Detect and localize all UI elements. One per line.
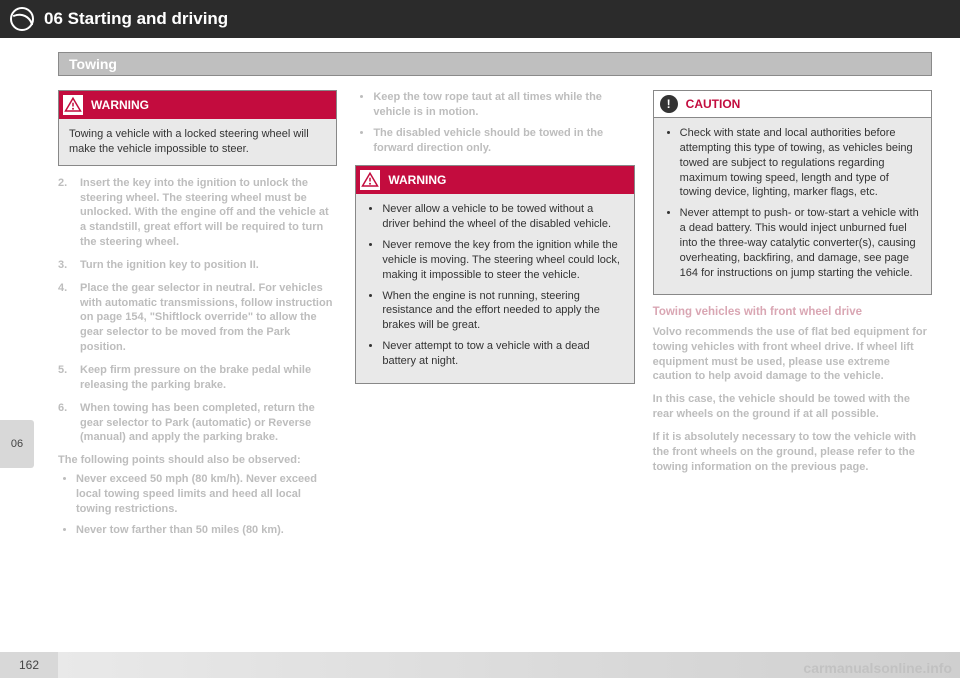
warning-label: WARNING — [388, 172, 446, 188]
page-number: 162 — [0, 652, 58, 678]
warning-box-1: WARNING Towing a vehicle with a locked s… — [58, 90, 337, 166]
list-item: The disabled vehicle should be towed in … — [373, 126, 634, 156]
numbered-steps: 2.Insert the key into the ignition to un… — [58, 176, 337, 446]
warning-label: WARNING — [91, 97, 149, 113]
chapter-header: 06 Starting and driving — [0, 0, 960, 38]
brand-logo-icon — [10, 7, 34, 31]
caution-box: ! CAUTION Check with state and local aut… — [653, 90, 932, 295]
side-tab: 06 — [0, 420, 34, 468]
warning-bar: WARNING — [59, 91, 336, 119]
list-item: Never attempt to push- or tow-start a ve… — [680, 206, 921, 280]
column-1: WARNING Towing a vehicle with a locked s… — [58, 90, 337, 543]
step-item: 4.Place the gear selector in neutral. Fo… — [58, 281, 337, 355]
caution-circle-icon: ! — [660, 95, 678, 113]
warning-box-2: WARNING Never allow a vehicle to be towe… — [355, 165, 634, 383]
top-bullets: Keep the tow rope taut at all times whil… — [355, 90, 634, 155]
warning-body: Never allow a vehicle to be towed withou… — [356, 194, 633, 382]
content-columns: WARNING Towing a vehicle with a locked s… — [0, 76, 960, 543]
warning-triangle-icon — [63, 95, 83, 115]
list-item: Never exceed 50 mph (80 km/h). Never exc… — [76, 472, 337, 517]
note-bullets: Never exceed 50 mph (80 km/h). Never exc… — [58, 472, 337, 537]
warning-bar: WARNING — [356, 166, 633, 194]
warning-body: Towing a vehicle with a locked steering … — [59, 119, 336, 165]
paragraph: Volvo recommends the use of flat bed equ… — [653, 325, 932, 384]
column-2: Keep the tow rope taut at all times whil… — [355, 90, 634, 543]
list-item: Never remove the key from the ignition w… — [382, 238, 623, 283]
warning-triangle-icon — [360, 170, 380, 190]
step-item: 6.When towing has been completed, return… — [58, 401, 337, 446]
watermark: carmanualsonline.info — [803, 660, 952, 676]
section-title-bar: Towing — [58, 52, 932, 76]
step-item: 5.Keep firm pressure on the brake pedal … — [58, 363, 337, 393]
list-item: Keep the tow rope taut at all times whil… — [373, 90, 634, 120]
caution-bar: ! CAUTION — [654, 91, 931, 118]
caution-body: Check with state and local authorities b… — [654, 118, 931, 294]
section-title: Towing — [69, 56, 117, 72]
subheading: Towing vehicles with front wheel drive — [653, 305, 932, 321]
note-heading: The following points should also be obse… — [58, 453, 337, 468]
list-item: Never allow a vehicle to be towed withou… — [382, 202, 623, 232]
column-3: ! CAUTION Check with state and local aut… — [653, 90, 932, 543]
list-item: Never attempt to tow a vehicle with a de… — [382, 339, 623, 369]
step-item: 3.Turn the ignition key to position II. — [58, 258, 337, 273]
list-item: Check with state and local authorities b… — [680, 126, 921, 200]
list-item: When the engine is not running, steering… — [382, 289, 623, 334]
side-tab-label: 06 — [11, 438, 23, 450]
page: 06 Starting and driving 06 Towing WARNIN… — [0, 0, 960, 678]
step-item: 2.Insert the key into the ignition to un… — [58, 176, 337, 250]
list-item: Never tow farther than 50 miles (80 km). — [76, 523, 337, 538]
chapter-title: 06 Starting and driving — [44, 9, 228, 29]
paragraph: In this case, the vehicle should be towe… — [653, 392, 932, 422]
paragraph: If it is absolutely necessary to tow the… — [653, 430, 932, 475]
caution-label: CAUTION — [686, 96, 741, 112]
